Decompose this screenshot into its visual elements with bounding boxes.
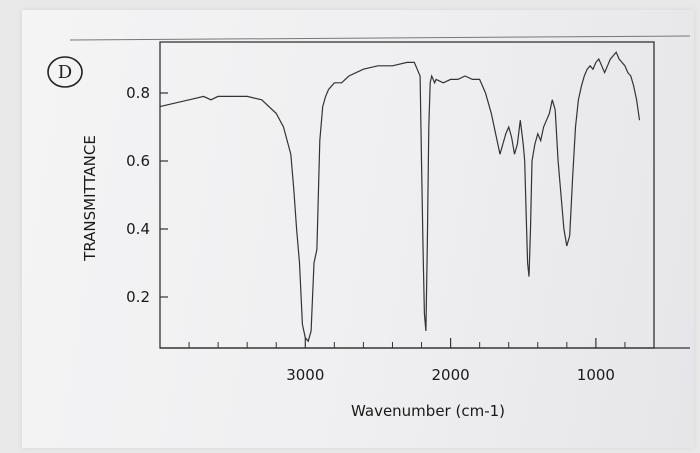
annotation-letter: D	[58, 62, 72, 83]
x-tick-label: 3000	[286, 366, 324, 384]
y-tick-label: 0.2	[126, 288, 150, 306]
y-axis-title: TRANSMITTANCE	[81, 135, 99, 262]
y-tick-labels: 0.8 0.6 0.4 0.2	[126, 84, 150, 306]
x-tick-labels: 3000 2000 1000	[286, 366, 615, 384]
handwritten-annotation: D	[47, 56, 83, 88]
y-tick-label: 0.8	[126, 84, 150, 102]
tick-marks	[160, 92, 655, 348]
paper-rule-line	[69, 35, 691, 41]
x-tick-label: 1000	[577, 366, 615, 384]
annotation-circle	[47, 56, 83, 88]
plot-frame	[159, 41, 655, 349]
x-axis-title: Wavenumber (cm-1)	[351, 402, 505, 420]
y-tick-label: 0.4	[126, 220, 150, 238]
x-tick-label: 2000	[431, 366, 469, 384]
y-tick-label: 0.6	[126, 152, 150, 170]
transmittance-series-line	[159, 51, 641, 343]
